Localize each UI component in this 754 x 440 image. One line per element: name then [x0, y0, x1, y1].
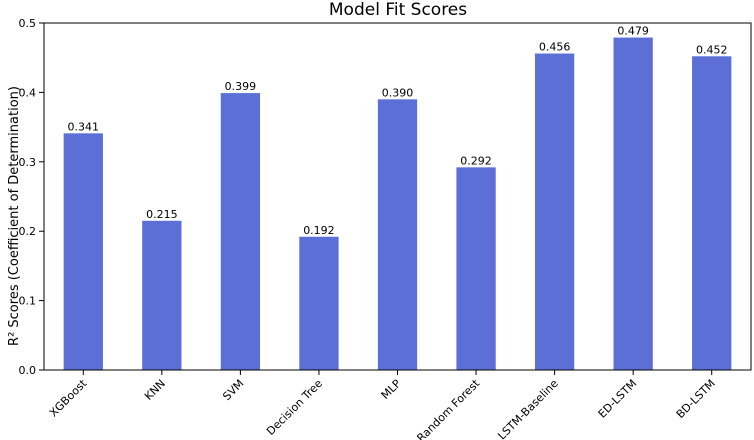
bars	[63, 37, 732, 371]
bar	[142, 220, 182, 370]
chart-title: Model Fit Scores	[329, 0, 467, 20]
value-label: 0.452	[696, 43, 728, 56]
x-tick-label: MLP	[379, 377, 404, 402]
value-label: 0.390	[382, 86, 414, 99]
value-labels: 0.341 0.215 0.399 0.192 0.390 0.292 0.456 0.479…	[68, 25, 728, 237]
value-label: 0.215	[146, 208, 178, 221]
plot-frame	[43, 22, 752, 371]
y-axis-ticks: 0.0 0.1 0.2 0.3 0.4 0.5	[19, 17, 44, 377]
bar	[456, 167, 496, 370]
x-tick-label: BD-LSTM	[674, 377, 718, 421]
x-tick-label: LSTM-Baseline	[495, 377, 561, 440]
bar	[299, 236, 339, 370]
x-tick-label: Random Forest	[414, 376, 482, 440]
x-tick-label: ED-LSTM	[596, 377, 640, 421]
y-axis-label: R² Scores (Coefficient of Determination)	[7, 86, 22, 346]
y-tick-label: 0.3	[19, 156, 37, 169]
value-label: 0.292	[460, 154, 492, 167]
x-tick-label: Decision Tree	[264, 377, 325, 438]
x-axis-ticks: XGBoost KNN SVM Decision Tree MLP Random Fore…	[47, 370, 718, 440]
value-label: 0.341	[68, 120, 100, 133]
y-tick-label: 0.2	[19, 225, 37, 238]
bar	[377, 99, 418, 370]
bar	[63, 133, 103, 370]
y-tick-label: 0.5	[19, 17, 37, 30]
x-tick-label: SVM	[220, 377, 246, 403]
value-label: 0.192	[303, 224, 335, 237]
bar	[534, 53, 575, 370]
bar	[613, 37, 653, 370]
x-tick-label: KNN	[142, 377, 168, 403]
value-label: 0.479	[617, 25, 649, 38]
bar	[220, 93, 261, 371]
y-tick-label: 0.1	[19, 295, 37, 308]
bar	[692, 56, 732, 370]
value-label: 0.399	[225, 80, 257, 93]
y-tick-label: 0.0	[19, 364, 37, 377]
x-tick-label: XGBoost	[47, 376, 90, 419]
y-tick-label: 0.4	[19, 86, 37, 99]
value-label: 0.456	[539, 41, 571, 54]
